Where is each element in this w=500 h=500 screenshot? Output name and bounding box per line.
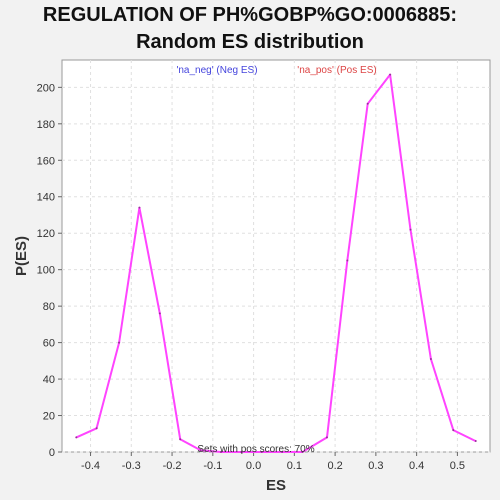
y-tick-label: 120 xyxy=(37,228,55,240)
series-group xyxy=(75,73,477,453)
legend-neg: 'na_neg' (Neg ES) xyxy=(176,65,257,76)
y-axis-ticks: 0 20 40 60 80 100 120 140 160 180 200 xyxy=(37,82,62,459)
y-tick-label: 180 xyxy=(37,119,55,131)
y-tick-label: 140 xyxy=(37,192,55,204)
y-axis-label: P(ES) xyxy=(13,236,30,276)
data-point xyxy=(281,451,284,453)
data-point xyxy=(118,341,121,344)
x-axis-ticks: -0.4 -0.3 -0.2 -0.1 0.0 0.1 0.2 0.3 0.4 0.5 xyxy=(81,452,465,472)
data-point xyxy=(219,451,222,453)
y-tick-label: 40 xyxy=(43,374,55,386)
data-point xyxy=(199,449,202,452)
data-point xyxy=(179,438,182,441)
data-point xyxy=(429,358,432,361)
data-point xyxy=(240,451,243,453)
series-line xyxy=(75,73,477,453)
data-point xyxy=(260,451,263,453)
x-tick-label: 0.0 xyxy=(246,460,261,472)
data-point xyxy=(474,440,477,443)
x-tick-label: -0.3 xyxy=(122,460,141,472)
x-tick-label: -0.1 xyxy=(203,460,222,472)
y-tick-label: 80 xyxy=(43,301,55,313)
data-point xyxy=(389,73,392,76)
data-point xyxy=(138,206,141,209)
data-point xyxy=(301,451,304,453)
data-point xyxy=(452,429,455,432)
data-point xyxy=(346,259,349,262)
x-tick-label: 0.1 xyxy=(287,460,302,472)
chart-title: REGULATION OF PH%GOBP%GO:0006885: Random… xyxy=(0,2,500,56)
x-axis-label: ES xyxy=(266,477,286,494)
x-tick-label: 0.5 xyxy=(450,460,465,472)
x-tick-label: -0.2 xyxy=(163,460,182,472)
y-tick-label: 20 xyxy=(43,411,55,423)
plot-area xyxy=(61,59,491,453)
legend-pos: 'na_pos' (Pos ES) xyxy=(297,65,376,76)
data-point xyxy=(158,312,161,315)
y-tick-label: 160 xyxy=(37,155,55,167)
x-tick-label: 0.4 xyxy=(409,460,424,472)
data-point xyxy=(325,436,328,439)
data-point xyxy=(95,427,98,430)
x-tick-label: -0.4 xyxy=(81,460,100,472)
y-tick-label: 0 xyxy=(49,447,55,459)
pos-scores-annotation: Sets with pos scores: 70% xyxy=(197,444,314,455)
y-tick-label: 200 xyxy=(37,82,55,94)
x-tick-label: 0.3 xyxy=(368,460,383,472)
data-point xyxy=(366,102,369,105)
data-point xyxy=(409,228,412,231)
data-point xyxy=(75,436,78,439)
y-tick-label: 100 xyxy=(37,265,55,277)
chart-title-line-1: REGULATION OF PH%GOBP%GO:0006885: xyxy=(42,4,458,26)
y-tick-label: 60 xyxy=(43,338,55,350)
chart-title-line-2: Random ES distribution xyxy=(136,31,364,53)
x-tick-label: 0.2 xyxy=(327,460,342,472)
